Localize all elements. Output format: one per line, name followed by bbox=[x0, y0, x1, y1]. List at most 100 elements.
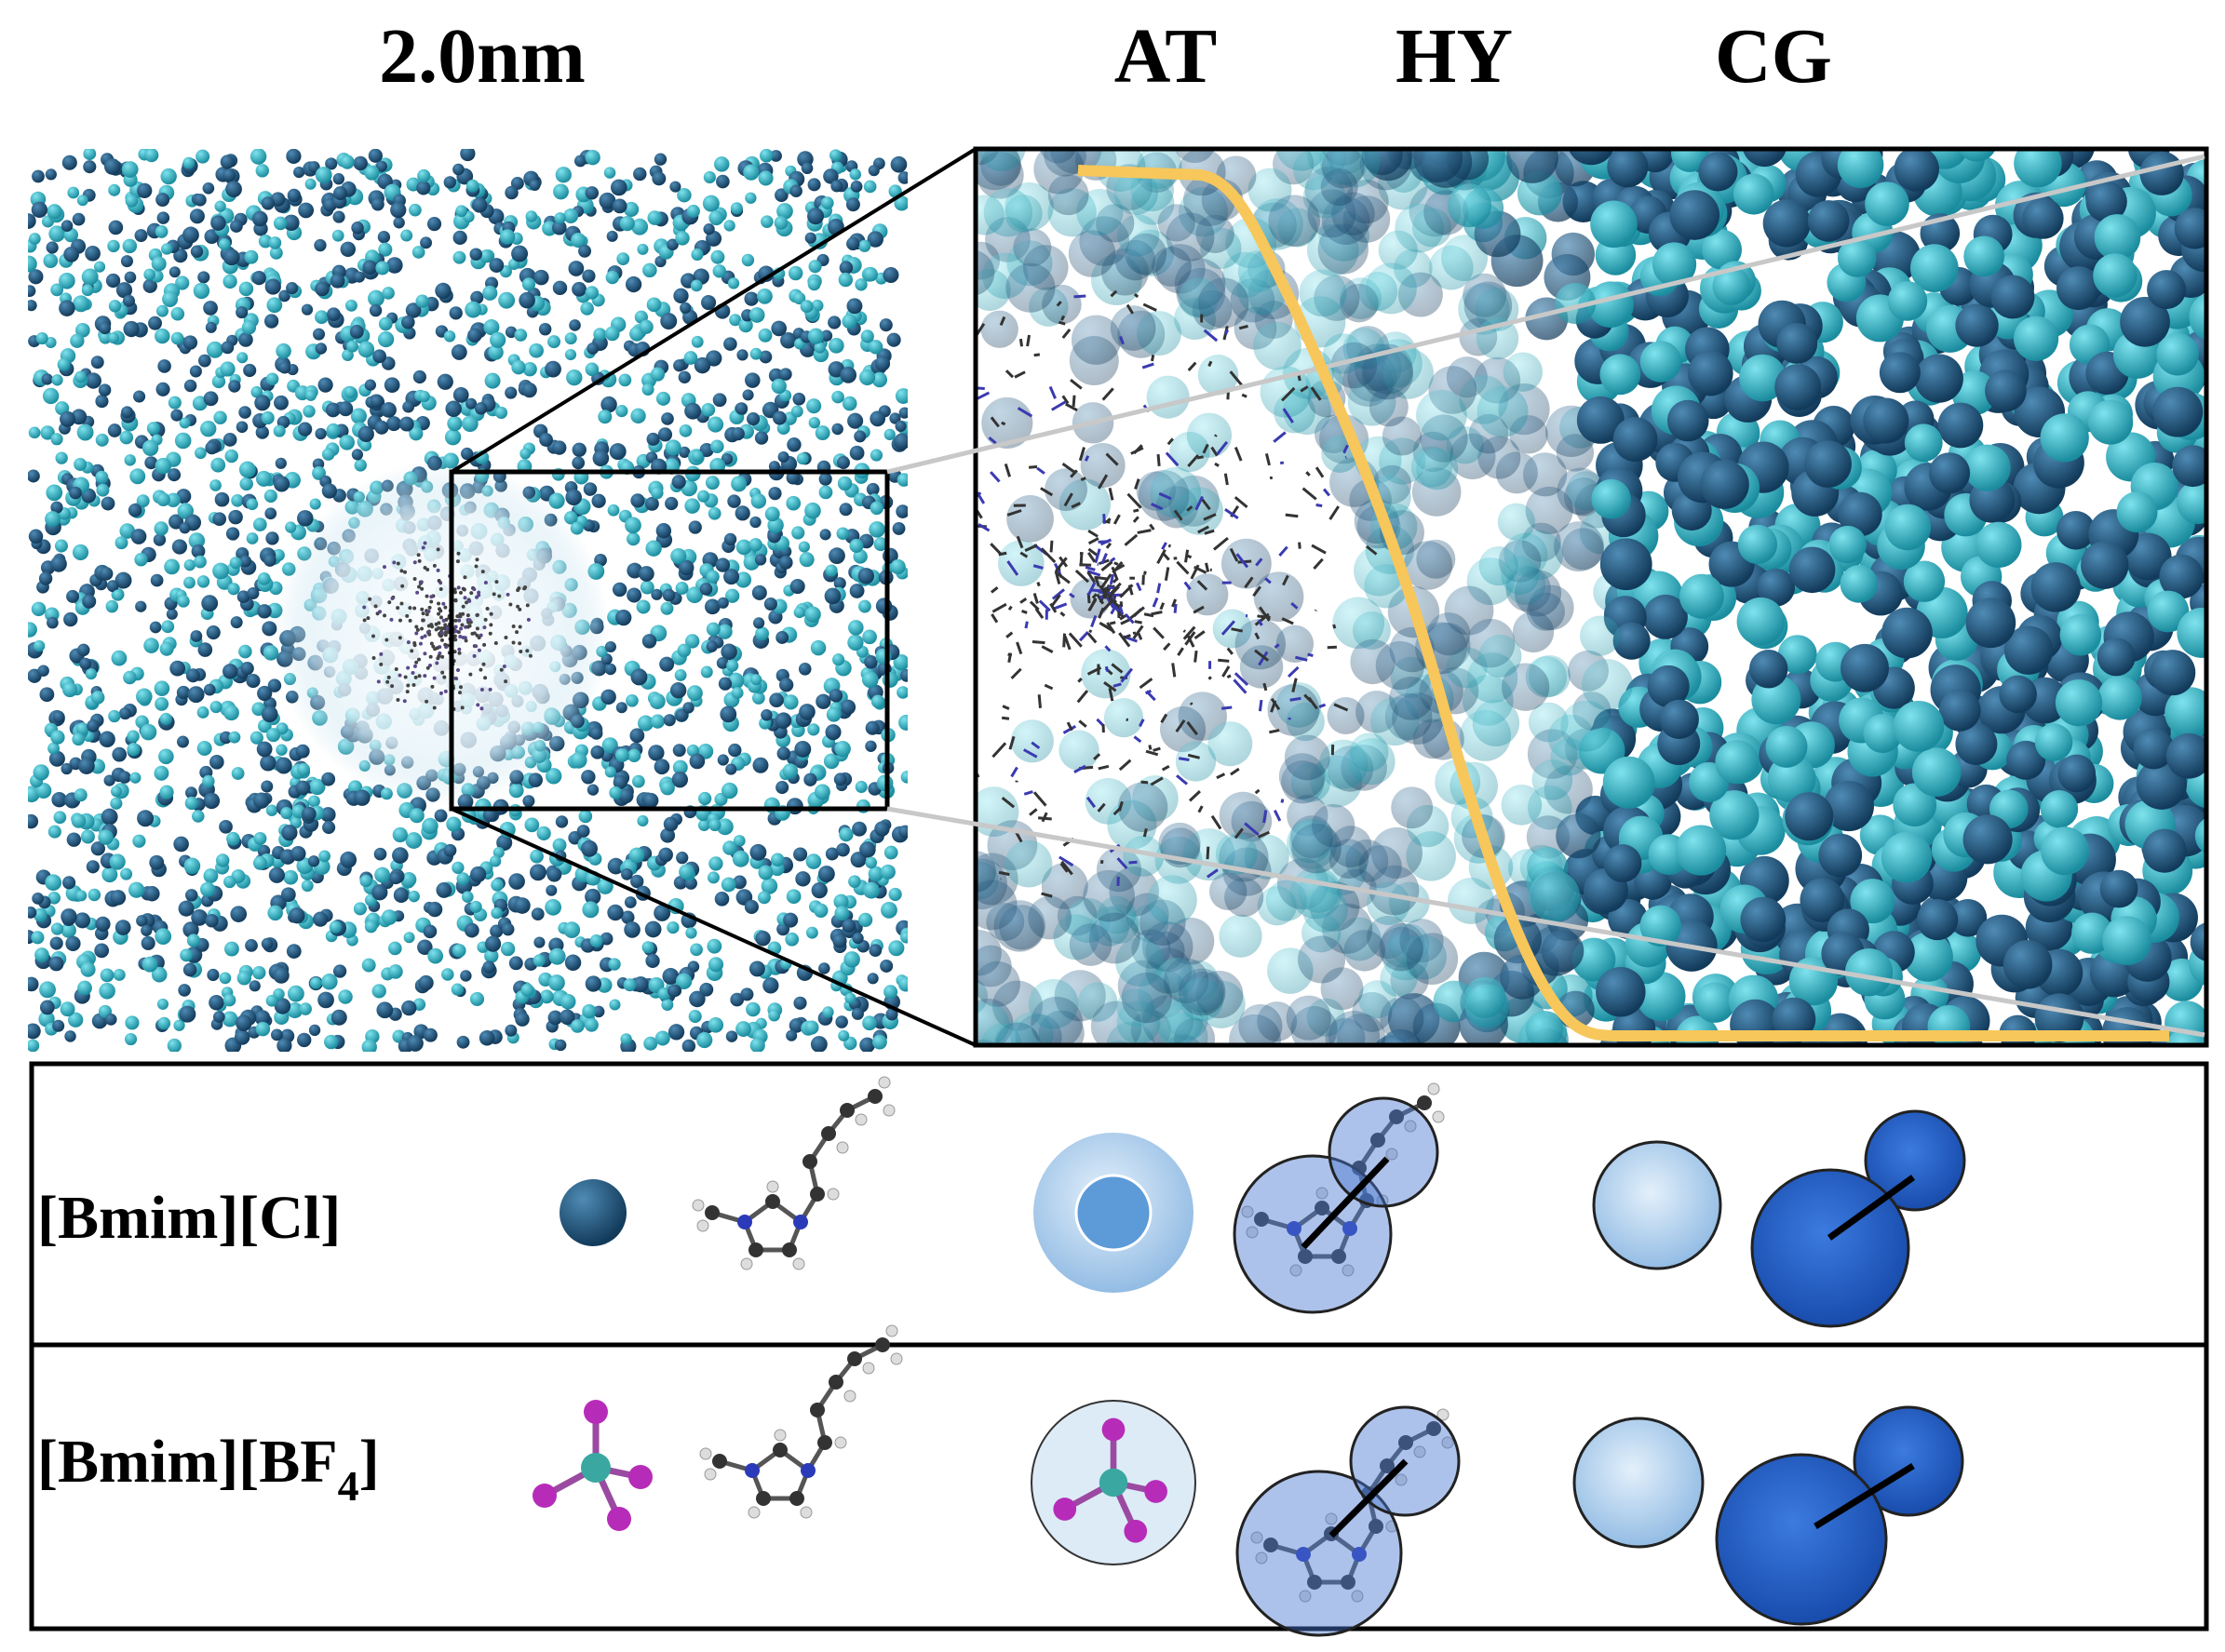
bond bbox=[1258, 651, 1269, 666]
particle bbox=[746, 1001, 761, 1017]
atom bbox=[440, 654, 445, 659]
particle bbox=[859, 841, 876, 858]
particle bbox=[805, 926, 818, 939]
particle bbox=[855, 278, 868, 291]
particle bbox=[976, 1002, 1010, 1045]
particle bbox=[1739, 354, 1787, 402]
particle bbox=[127, 730, 140, 743]
particle bbox=[1327, 696, 1365, 734]
particle bbox=[48, 750, 65, 767]
bond bbox=[1061, 395, 1070, 405]
bond bbox=[1258, 606, 1271, 622]
bond bbox=[1038, 599, 1051, 612]
particle bbox=[729, 314, 742, 327]
particle bbox=[149, 621, 162, 634]
particle bbox=[1501, 785, 1543, 826]
particle bbox=[744, 899, 759, 914]
bond bbox=[1213, 536, 1229, 551]
bond bbox=[1205, 562, 1210, 572]
bond bbox=[1074, 569, 1090, 584]
bond bbox=[875, 439, 878, 450]
particle bbox=[368, 149, 383, 163]
particle bbox=[670, 547, 687, 565]
particle bbox=[28, 813, 39, 829]
bond bbox=[964, 678, 967, 688]
bond bbox=[1137, 529, 1152, 534]
bond bbox=[1007, 652, 1013, 664]
atom bbox=[429, 641, 434, 646]
particle bbox=[829, 149, 843, 162]
particle bbox=[761, 215, 774, 228]
bond bbox=[1318, 703, 1327, 708]
particle bbox=[236, 590, 250, 604]
particle bbox=[313, 328, 326, 341]
particle bbox=[134, 229, 148, 243]
particle bbox=[81, 284, 94, 297]
particle bbox=[85, 372, 101, 389]
bond bbox=[1130, 446, 1144, 455]
atom bbox=[427, 605, 432, 610]
particle bbox=[95, 470, 109, 484]
particle bbox=[1413, 149, 1463, 183]
atom bbox=[418, 580, 423, 584]
particle bbox=[898, 407, 908, 419]
atom bbox=[438, 586, 443, 591]
bond bbox=[1019, 597, 1028, 604]
atom bbox=[793, 1215, 808, 1229]
particle bbox=[571, 1019, 585, 1033]
particle bbox=[794, 740, 812, 758]
particle bbox=[780, 332, 797, 349]
particle bbox=[148, 316, 162, 330]
particle bbox=[225, 527, 240, 541]
particle bbox=[344, 386, 357, 399]
particle bbox=[320, 807, 336, 823]
particle bbox=[144, 456, 158, 470]
particle bbox=[246, 532, 259, 544]
particle bbox=[377, 330, 395, 348]
bond bbox=[1366, 544, 1378, 556]
atom bbox=[376, 679, 381, 684]
particle bbox=[849, 584, 865, 598]
atom bbox=[362, 605, 367, 610]
particle bbox=[1767, 754, 1816, 803]
particle bbox=[416, 181, 431, 195]
particle bbox=[731, 476, 748, 492]
atom bbox=[1352, 1547, 1367, 1562]
particle bbox=[143, 268, 156, 281]
particle bbox=[593, 328, 607, 342]
bond bbox=[1148, 745, 1153, 750]
particle bbox=[849, 538, 864, 553]
bond bbox=[1066, 721, 1073, 732]
bond bbox=[907, 420, 909, 421]
particle bbox=[35, 782, 52, 799]
bond bbox=[1091, 593, 1098, 599]
particle bbox=[685, 634, 700, 649]
particle bbox=[723, 532, 737, 546]
particle bbox=[1080, 443, 1126, 488]
particle bbox=[464, 922, 479, 938]
atom bbox=[474, 644, 479, 649]
particle bbox=[637, 814, 649, 827]
hydrogen bbox=[1432, 1110, 1445, 1123]
bond bbox=[1102, 514, 1106, 524]
atom bbox=[475, 626, 479, 631]
particle bbox=[170, 306, 185, 321]
atom bbox=[438, 607, 442, 611]
fluorine bbox=[1101, 1417, 1126, 1442]
particle bbox=[95, 433, 109, 447]
bond bbox=[1126, 303, 1135, 315]
bond bbox=[946, 519, 951, 523]
particle bbox=[45, 511, 61, 528]
bond bbox=[1128, 860, 1138, 865]
particle bbox=[269, 246, 283, 260]
bond bbox=[1032, 564, 1044, 570]
particle bbox=[1512, 611, 1555, 653]
atom bbox=[399, 569, 404, 573]
particle bbox=[2071, 912, 2113, 954]
particle bbox=[654, 1030, 670, 1046]
atom bbox=[457, 691, 462, 695]
atom bbox=[1417, 1095, 1432, 1110]
particle bbox=[53, 811, 67, 825]
particle bbox=[757, 288, 773, 304]
